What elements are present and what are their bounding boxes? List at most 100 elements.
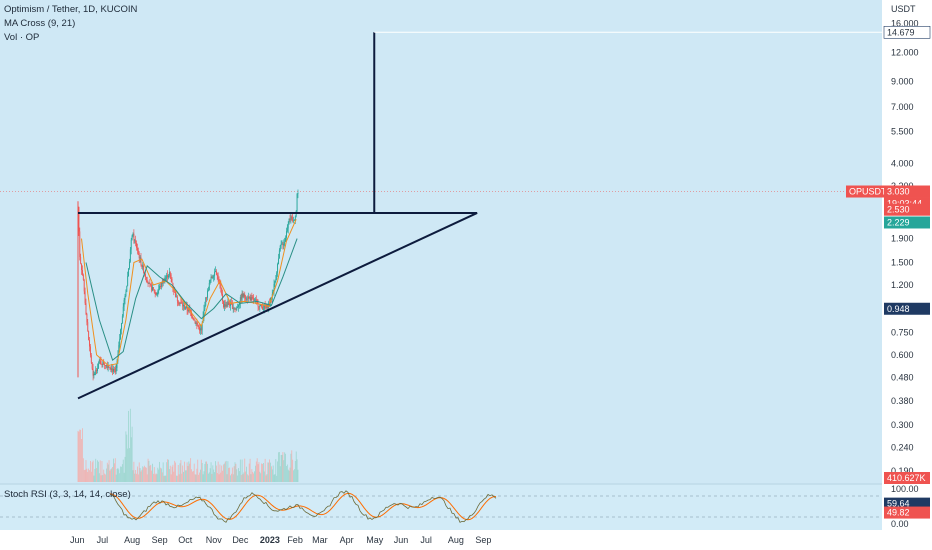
candle-body	[156, 293, 158, 295]
level-0948-badge: 0.948	[887, 304, 910, 314]
volume-bar	[282, 452, 284, 482]
volume-bar	[283, 460, 285, 482]
candle-body	[216, 274, 218, 276]
candle-body	[279, 245, 281, 251]
time-tick-label: Apr	[340, 535, 354, 545]
candle-body	[154, 292, 156, 294]
volume-bar	[226, 474, 228, 482]
volume-bar	[156, 474, 158, 482]
candle-body	[234, 308, 236, 310]
candle-body	[88, 331, 90, 341]
stoch-rsi-pane	[0, 490, 882, 523]
candle-body	[172, 282, 174, 288]
candle-body	[212, 276, 214, 278]
volume-bar	[176, 475, 177, 482]
volume-bar	[85, 460, 87, 482]
candle-body	[215, 271, 216, 273]
volume-bar	[223, 464, 224, 482]
ma-fast-line	[81, 219, 297, 367]
volume-bar	[105, 468, 107, 482]
volume-bar	[105, 474, 106, 482]
candle-body	[166, 274, 168, 278]
candle-body	[259, 304, 261, 307]
candle-body	[254, 299, 256, 301]
volume-bar	[294, 461, 296, 482]
volume-bar	[279, 466, 281, 482]
candle-body	[263, 305, 265, 309]
candle-body	[81, 263, 82, 271]
level-2229-badge: 2.229	[887, 217, 910, 227]
candle-body	[134, 240, 136, 242]
time-tick-label: Sep	[152, 535, 168, 545]
volume-bar	[89, 470, 90, 482]
level-14679-badge: 14.679	[887, 27, 915, 37]
candle-body	[89, 346, 91, 356]
volume-bar	[215, 461, 216, 482]
candle-body	[102, 361, 104, 365]
candle-body	[146, 279, 148, 283]
volume-bar	[197, 459, 199, 482]
volume-bar	[294, 469, 295, 482]
volume-bar	[175, 462, 176, 482]
volume-bar	[240, 474, 242, 482]
volume-bar	[292, 459, 294, 482]
price-tick-label: 0.480	[891, 372, 914, 382]
volume-bar	[238, 468, 239, 482]
candle-body	[243, 294, 245, 297]
legend-title[interactable]: Optimism / Tether, 1D, KUCOIN	[4, 4, 138, 15]
candle-body	[87, 322, 89, 332]
level-2530-badge: 2.530	[887, 205, 910, 215]
volume-bar	[160, 468, 162, 482]
candle-body	[262, 308, 264, 310]
candle-body	[184, 308, 186, 310]
candle-body	[214, 271, 216, 276]
candle-body	[79, 231, 81, 258]
volume-bar	[210, 462, 212, 482]
candle-body	[145, 276, 147, 280]
legend-vol[interactable]: Vol · OP	[4, 32, 40, 43]
candle-body	[168, 275, 169, 278]
time-tick-label: Aug	[124, 535, 140, 545]
candle-body	[127, 276, 129, 286]
candle-body	[239, 297, 241, 304]
candle-body	[169, 272, 171, 275]
price-tick-label: 1.900	[891, 234, 914, 244]
price-tick-label: 0.300	[891, 420, 914, 430]
volume-badge: 410.627K	[887, 473, 926, 483]
candle-body	[143, 265, 145, 273]
volume-bar	[183, 471, 184, 482]
price-tick-label: 5.500	[891, 126, 914, 136]
candle-body	[120, 329, 122, 339]
volume-bar	[212, 465, 214, 482]
candle-body	[213, 275, 215, 277]
volume-bar	[103, 469, 105, 482]
volume-bars	[77, 408, 299, 482]
price-tick-label: 0.240	[891, 442, 914, 452]
candle-body	[81, 270, 83, 275]
volume-bar	[82, 428, 83, 482]
volume-bar	[161, 472, 163, 482]
volume-bar	[113, 458, 114, 482]
volume-bar	[262, 463, 263, 482]
legend-stoch[interactable]: Stoch RSI (3, 3, 14, 14, close)	[4, 489, 131, 500]
legend-ma[interactable]: MA Cross (9, 21)	[4, 18, 76, 29]
candle-body	[147, 282, 149, 284]
candle-body	[149, 283, 151, 284]
volume-bar	[111, 468, 113, 482]
candle-body	[211, 276, 213, 278]
volume-bar	[166, 462, 168, 482]
volume-bar	[286, 464, 288, 482]
candle-body	[161, 282, 163, 284]
volume-bar	[202, 474, 204, 482]
candle-body	[86, 313, 88, 323]
volume-bar	[93, 475, 95, 482]
candle-body	[281, 243, 283, 245]
candle-body	[274, 281, 276, 284]
candle-body	[286, 228, 288, 232]
triangle-lower-line[interactable]	[77, 212, 478, 400]
volume-bar	[179, 463, 181, 482]
volume-bar	[203, 471, 205, 482]
volume-bar	[225, 460, 227, 482]
